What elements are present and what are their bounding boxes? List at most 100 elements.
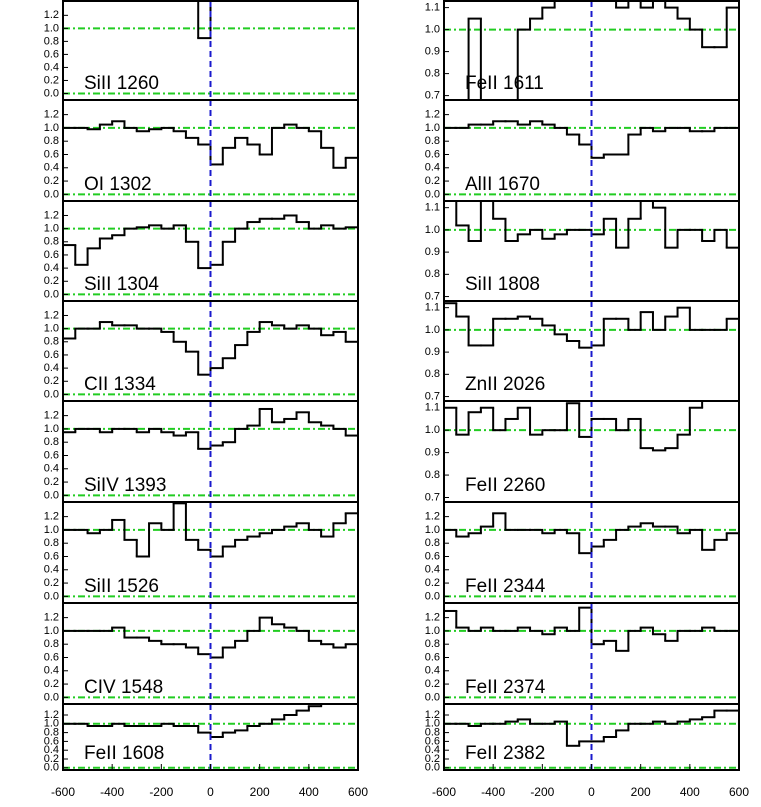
y-tick-label: 0.9 [425, 46, 440, 58]
plot-area [444, 302, 739, 349]
y-tick-label: 0.8 [425, 268, 440, 280]
y-tick-label: 1.2 [44, 109, 59, 121]
y-tick-label: 0.0 [44, 590, 59, 602]
y-tick-label: 0.4 [44, 61, 59, 73]
panel: 0.00.20.4 0.60.81.01.2 SiII 1526 [44, 501, 359, 604]
plot-area [63, 321, 358, 396]
y-tick-label: 1.0 [425, 224, 440, 236]
panel: 0.00.20.40.60.81.01.2 SiII 1260 [44, 0, 359, 101]
y-tick-label: 0.8 [44, 336, 59, 348]
y-tick-label: 1.0 [44, 524, 59, 536]
panel: 0.00.20.40.60.81.0 1.2 SiII 1304 [44, 200, 359, 302]
panel: 0.7 0.8 0.9 1.0 1.1 FeII 2260 [425, 400, 740, 503]
y-tick-label: 0.0 [425, 762, 440, 774]
y-tick-label: 0.8 [425, 727, 440, 739]
y-tick-label: 0.9 [425, 246, 440, 258]
y-tick-label: 1.0 [44, 718, 59, 730]
y-tick-label: 0.8 [44, 35, 59, 47]
plot-area [444, 401, 739, 452]
x-tick-label: -200 [149, 785, 173, 799]
y-tick-label: 0.2 [44, 577, 59, 589]
y-tick-label: 1.1 [425, 202, 440, 214]
y-tick-label: 1.2 [44, 612, 59, 624]
y-tick-label: 1.2 [425, 612, 440, 624]
y-tick-label: 0.6 [44, 148, 59, 160]
y-tick-label: 0.0 [425, 691, 440, 703]
panel: 0.00.20.40.60.81.01.2 FeII 1608 -600 -400 -2… [44, 703, 368, 799]
y-tick-label: 0.7 [425, 290, 440, 302]
plot-area [444, 1, 739, 100]
transition-label: FeII 2344 [465, 576, 546, 597]
y-tick-label: 1.1 [425, 302, 440, 314]
y-tick-label: 0.6 [425, 148, 440, 160]
x-tick-label: -600 [51, 785, 75, 799]
y-tick-label: 0.6 [425, 735, 440, 747]
transition-label: FeII 2382 [465, 743, 545, 764]
panel: 0.00.20.4 0.60.81.01.2 SiIV 1393 [44, 400, 359, 503]
transition-label: SiII 1526 [84, 576, 159, 597]
y-tick-label: 0.4 [44, 665, 59, 677]
x-tick-label: 0 [207, 785, 214, 799]
y-tick-label: 0.6 [44, 449, 59, 461]
y-tick-label: 0.4 [44, 744, 59, 756]
panel: 0.00.20.4 0.60.81.01.2 CIV 1548 [44, 602, 359, 705]
y-tick-label: 0.7 [425, 491, 440, 503]
y-tick-label: 0.0 [44, 489, 59, 501]
y-tick-label: 0.2 [44, 74, 59, 86]
y-tick-label: 0.6 [44, 550, 59, 562]
y-tick-label: 1.0 [425, 524, 440, 536]
y-tick-label: 0.2 [44, 753, 59, 765]
y-tick-label: 0.8 [44, 236, 59, 248]
y-tick-label: 0.6 [44, 349, 59, 361]
transition-label: FeII 2374 [465, 677, 546, 698]
y-tick-label: 1.0 [425, 718, 440, 730]
y-tick-label: 1.0 [425, 324, 440, 336]
y-tick-label: 0.9 [425, 346, 440, 358]
panel: 0.00.20.4 0.60.81.01.2 AlII 1670 [425, 99, 740, 202]
y-tick-label: 0.8 [425, 135, 440, 147]
y-tick-label: 1.0 [44, 122, 59, 134]
x-tick-label: 400 [680, 785, 700, 799]
y-tick-label: 0.6 [425, 550, 440, 562]
y-tick-label: 1.0 [44, 323, 59, 335]
transition-label: FeII 1608 [84, 743, 164, 764]
x-tick-label: -400 [100, 785, 124, 799]
transition-label: FeII 1611 [465, 73, 544, 94]
y-tick-label: 1.2 [44, 209, 59, 221]
plot-area [444, 120, 739, 196]
y-tick-label: 1.0 [425, 24, 440, 36]
y-tick-label: 0.4 [425, 162, 440, 174]
y-tick-label: 0.4 [425, 665, 440, 677]
x-tick-label: 400 [299, 785, 319, 799]
y-tick-label: 1.2 [425, 109, 440, 121]
transition-label: SiII 1260 [84, 73, 159, 94]
y-tick-label: 1.2 [44, 410, 59, 422]
y-tick-label: 0.8 [425, 638, 440, 650]
y-tick-label: 0.0 [425, 188, 440, 200]
y-tick-label: 0.2 [44, 375, 59, 387]
transition-label: FeII 2260 [465, 475, 545, 496]
panel: 0.7 0.8 0.9 1.0 1.1 SiII 1808 [425, 200, 740, 302]
x-tick-label: -400 [481, 785, 505, 799]
plot-area [63, 616, 358, 699]
y-tick-label: 1.2 [425, 709, 440, 721]
panel: 0.00.20.40.60.81.01.2 FeII 2382 -600 -400 -2… [425, 703, 749, 799]
y-tick-label: 1.0 [425, 122, 440, 134]
y-tick-label: 1.0 [425, 625, 440, 637]
panel: 0.7 0.8 0.9 1.0 1.1 ZnII 2026 [425, 300, 740, 402]
y-tick-label: 0.4 [44, 362, 59, 374]
y-tick-label: 0.2 [425, 577, 440, 589]
y-tick-label: 0.8 [44, 537, 59, 549]
y-tick-label: 0.2 [425, 753, 440, 765]
y-tick-label: 0.0 [44, 762, 59, 774]
y-tick-label: 1.0 [425, 424, 440, 436]
plot-area [63, 214, 358, 296]
transition-label: OI 1302 [84, 174, 152, 195]
panel: 0.00.20.4 0.60.81.01.2 FeII 2374 [425, 602, 740, 705]
y-tick-label: 1.2 [44, 709, 59, 721]
y-tick-label: 0.0 [44, 691, 59, 703]
y-tick-label: 0.8 [44, 436, 59, 448]
panel: 0.7 0.8 0.9 1.0 1.1 FeII 1611 [425, 0, 740, 102]
x-tick-label: 600 [348, 785, 368, 799]
